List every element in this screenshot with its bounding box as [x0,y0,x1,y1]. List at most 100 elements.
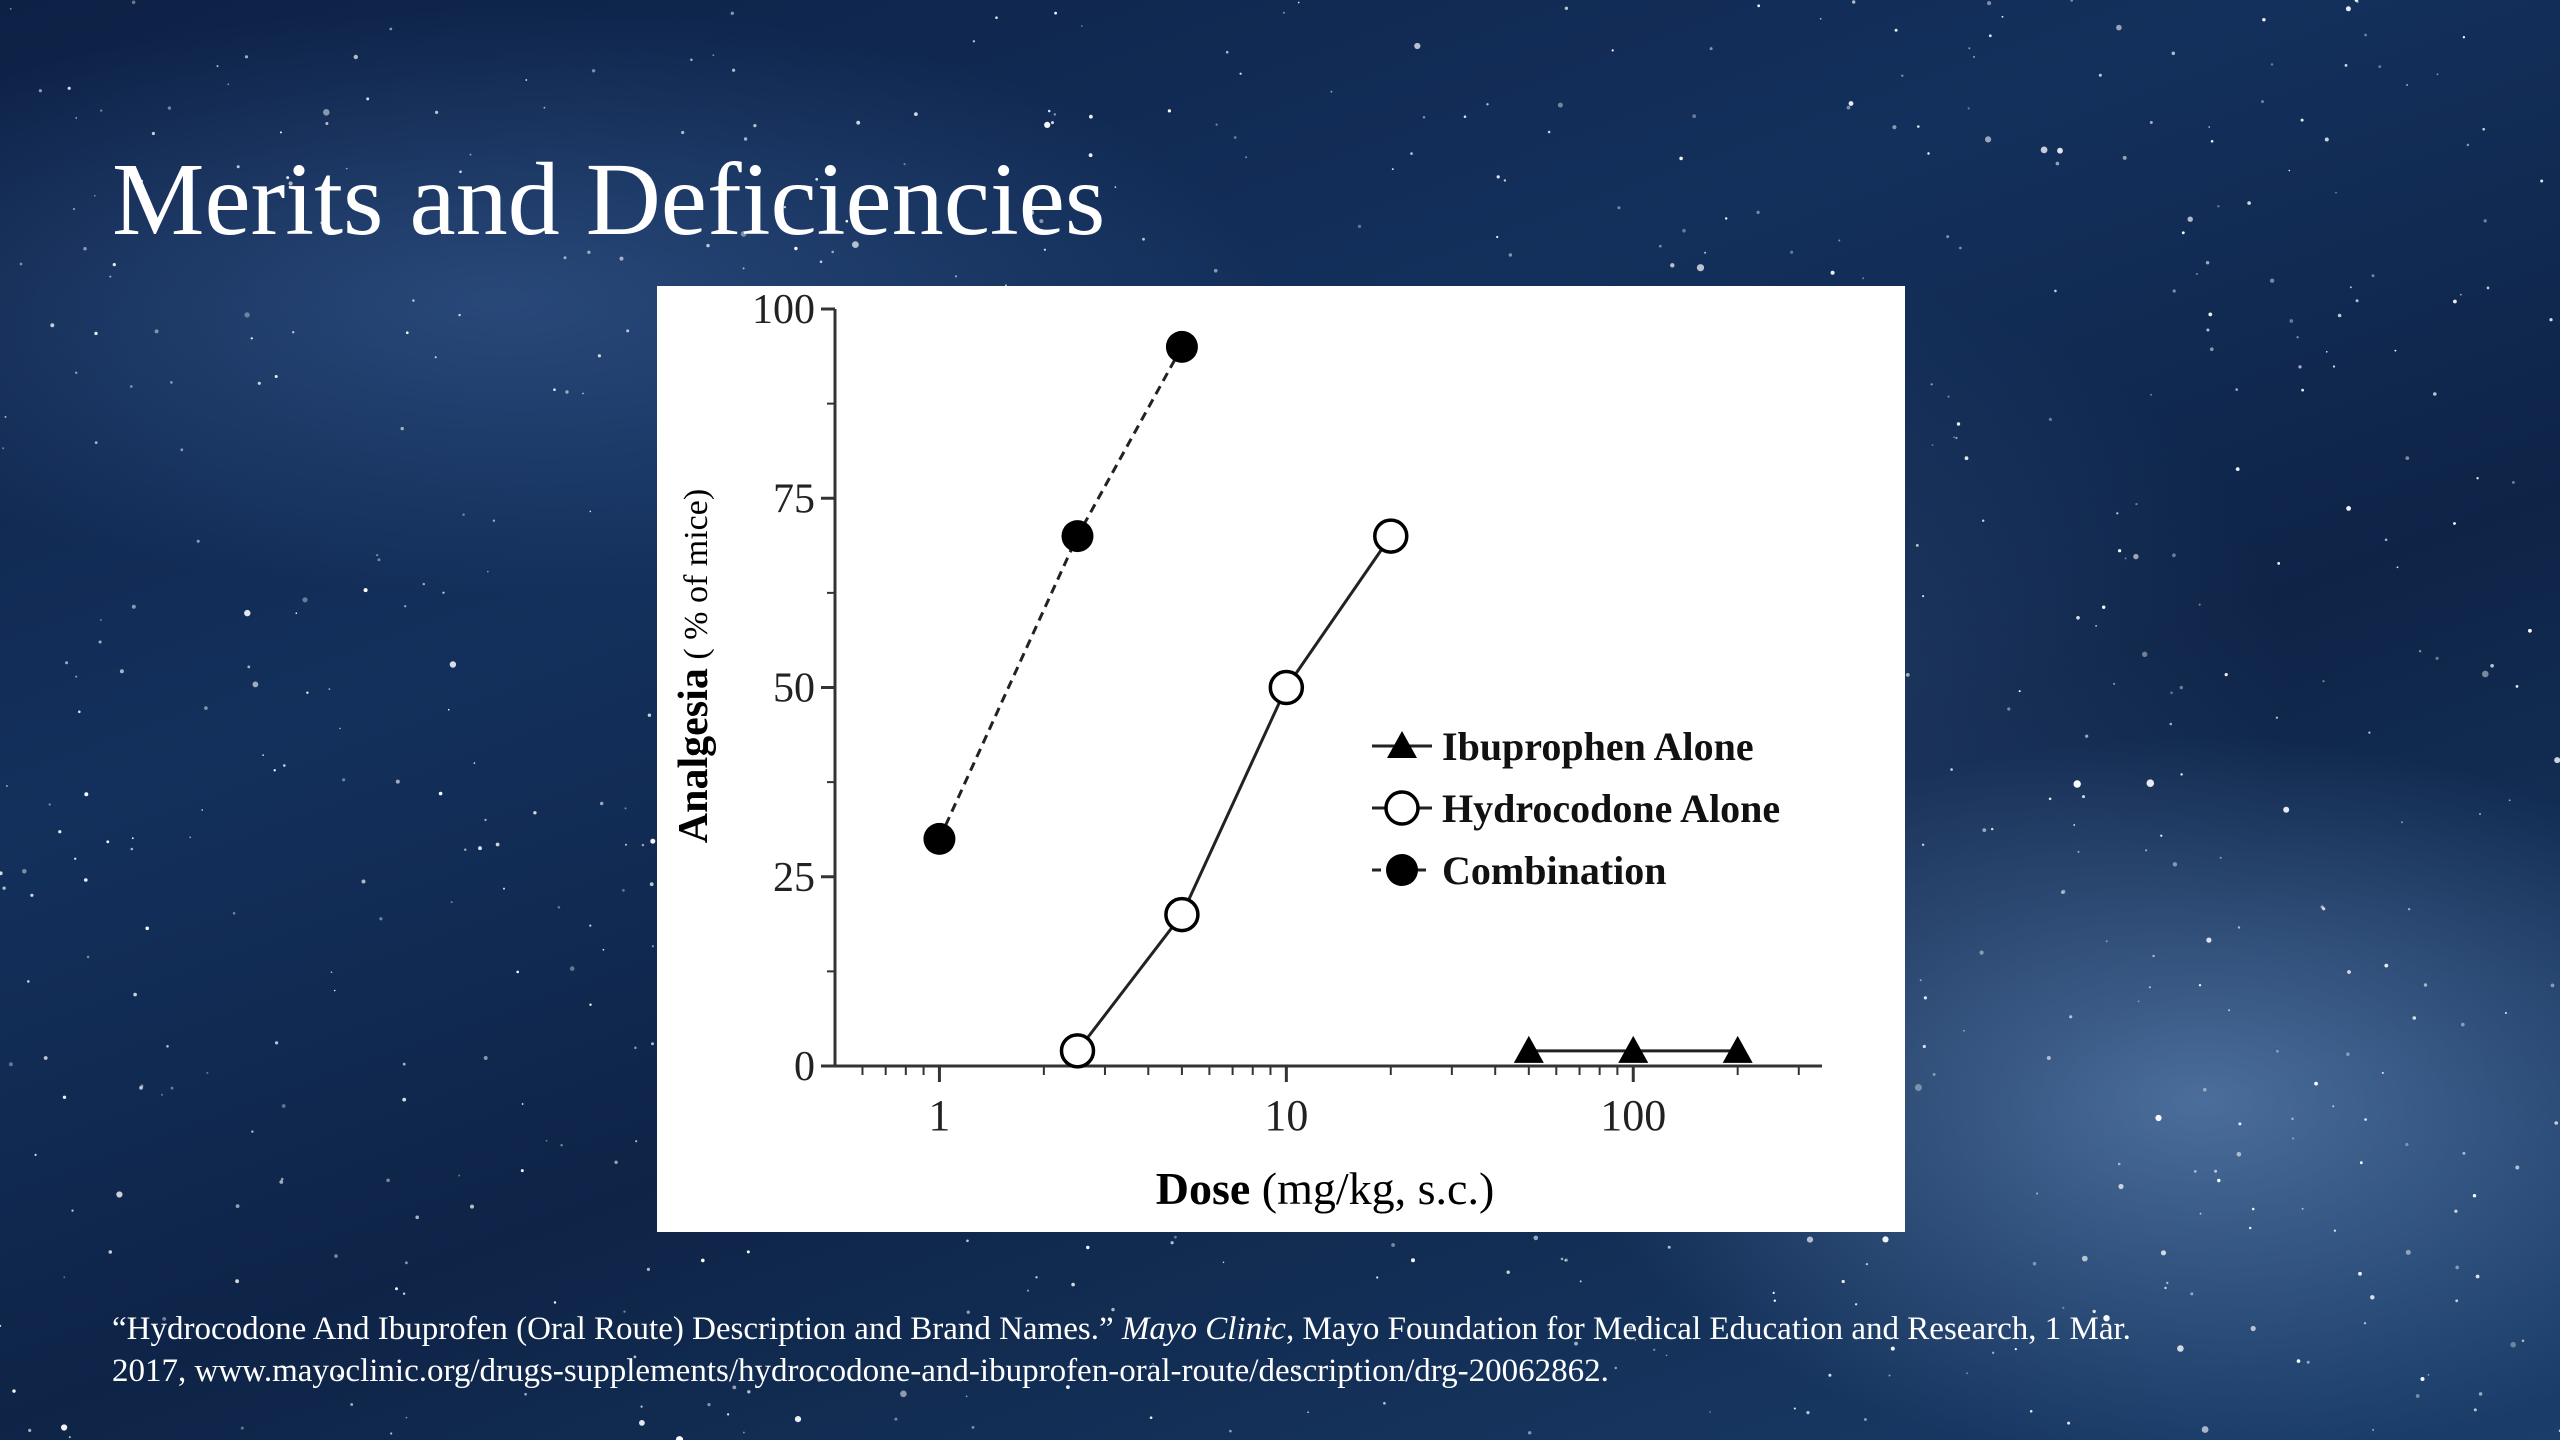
star [2133,553,2139,560]
x-tick-label: 1 [928,1091,950,1140]
star [288,181,293,186]
star [557,906,561,909]
star [2142,651,2148,657]
star [2454,1209,2458,1213]
star [395,1287,398,1291]
star [2146,779,2155,787]
star [1931,444,1934,446]
data-point-ibuprophen-alone [1513,1035,1544,1063]
star [379,917,383,921]
star [328,688,331,690]
y-axis-label-units: ( % of mice) [678,489,715,668]
star [1233,136,1237,139]
star [706,243,710,248]
star [903,163,906,166]
star [2201,1426,2209,1433]
star [140,179,143,183]
star [650,838,656,844]
star [1704,251,1707,254]
star [2062,1306,2065,1309]
star [345,167,348,170]
star [2510,1341,2516,1348]
y-axis-label: Analgesia ( % of mice) [671,489,717,843]
star [1682,228,1686,233]
star [1991,827,1994,831]
star [1773,1299,1777,1302]
star [2206,937,2212,943]
star [2124,557,2127,560]
star [2203,1087,2207,1092]
star [68,1436,71,1439]
star [2301,388,2305,392]
star [543,106,546,109]
star [2490,664,2494,668]
star [86,955,90,959]
star [1225,50,1229,54]
star [1089,114,1093,119]
star [462,513,465,516]
star [2238,1122,2242,1126]
star [227,83,230,86]
star [2116,512,2119,515]
star [38,89,43,93]
star [2095,625,2098,627]
star [2029,1410,2033,1413]
star [2137,1000,2140,1003]
star [2344,64,2348,67]
star [1229,1429,1232,1433]
citation-line-1: “Hydrocodone And Ibuprofen (Oral Route) … [112,1308,2472,1350]
star [129,385,133,388]
star [1564,6,1569,10]
star [106,840,110,844]
star [2296,1359,2301,1363]
star [235,1279,240,1284]
star [2208,126,2210,128]
star [1283,11,1285,14]
star [2405,1249,2411,1255]
star [404,605,407,608]
star [2054,289,2057,293]
star [1296,1366,1300,1370]
star [94,331,98,336]
star [2073,824,2076,826]
star [43,1056,48,1060]
star [274,375,278,378]
star [2150,393,2153,396]
star [2210,347,2214,352]
star [1383,1402,1386,1405]
star [1901,74,1904,77]
citation-title: “Hydrocodone And Ibuprofen (Oral Route) … [112,1311,1122,1347]
star [2235,388,2238,391]
star [1919,979,1922,982]
x-axis-label-units: (mg/kg, s.c.) [1250,1163,1494,1214]
star [2160,1250,2167,1256]
star [402,1292,406,1295]
star [1506,1270,1510,1274]
star [189,836,191,839]
star [2405,1142,2409,1147]
star [2118,549,2122,553]
star [2337,313,2342,318]
star [2148,986,2151,989]
star [2275,716,2278,719]
star [251,1130,254,1133]
star [2277,562,2281,565]
star [2345,6,2351,12]
star [1959,246,1962,250]
star [2554,1121,2558,1125]
star [1894,28,1898,32]
star [2521,1339,2525,1343]
star [2504,1012,2507,1014]
star [2363,1322,2367,1325]
star [27,980,30,983]
star [339,727,341,730]
star [1215,123,1218,126]
star [1988,34,1992,38]
star [139,1086,143,1090]
star [2076,616,2080,620]
star [817,1377,822,1382]
star [623,1310,626,1313]
star [2117,1162,2121,1166]
star [65,661,69,665]
star [2554,757,2560,764]
